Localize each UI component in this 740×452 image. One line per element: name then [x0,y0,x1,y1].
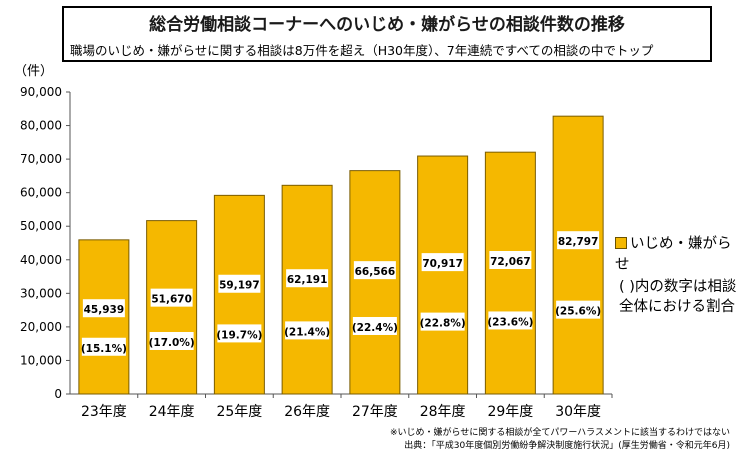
value-label: 70,917 [422,258,463,270]
bar [484,151,536,395]
bar [417,155,469,395]
share-label-box [81,337,126,356]
chart-subtitle: 職場のいじめ・嫌がらせに関する相談は8万件を超え（H30年度）、7年連続ですべて… [70,43,654,58]
value-label: 59,197 [219,280,260,292]
share-label-box [352,316,397,335]
share-label-box [217,324,262,343]
share-label: (22.8%) [420,318,466,330]
share-label: (22.4%) [352,322,398,334]
share-label: (19.7%) [216,329,262,341]
x-tick-label: 24年度 [149,404,195,420]
value-label-box [82,299,125,318]
value-label-box [489,250,532,269]
bar [349,170,401,395]
x-tick-label: 25年度 [216,404,262,420]
value-label-box [421,253,464,272]
y-tick-label: 50,000 [20,219,62,233]
chart-title: 総合労働相談コーナーへのいじめ・嫌がらせの相談件数の推移 [149,15,625,35]
x-tick-label: 28年度 [420,404,466,420]
value-label-box [286,269,329,288]
y-tick-label: 40,000 [20,253,62,267]
value-label-box [557,231,600,250]
y-tick-label: 0 [54,387,62,401]
value-label: 66,566 [355,266,396,278]
bar [281,184,333,395]
y-axis-unit: （件） [14,64,54,79]
y-tick-label: 60,000 [20,186,62,200]
share-label: (25.6%) [555,306,601,318]
y-tick-label: 70,000 [20,152,62,166]
footnote: ※いじめ・嫌がらせに関する相談が全てパワーハラスメントに該当するわけではない [389,428,730,438]
x-tick-label: 26年度 [284,404,330,420]
title-box: 総合労働相談コーナーへのいじめ・嫌がらせの相談件数の推移 職場のいじめ・嫌がらせ… [62,6,712,62]
value-label: 62,191 [287,274,328,286]
share-label-box [420,312,465,331]
value-label: 82,797 [558,236,599,248]
value-label-box [353,261,396,280]
bar [213,194,265,395]
legend: いじめ・嫌がらせ ( )内の数字は相談全体における割合 [615,232,739,317]
share-label-box [556,300,601,319]
value-label: 51,670 [151,294,192,306]
x-tick-label: 23年度 [81,404,127,420]
share-label-box [285,321,330,340]
share-label-box [149,331,194,350]
share-label: (21.4%) [284,326,330,338]
y-tick-label: 80,000 [20,119,62,133]
x-tick-label: 29年度 [487,404,533,420]
share-label: (17.0%) [149,337,195,349]
value-label-box [150,288,193,307]
x-tick-label: 30年度 [555,404,601,420]
share-label: (23.6%) [487,316,533,328]
y-tick-label: 30,000 [20,286,62,300]
share-label-box [488,311,533,330]
bar [146,220,198,395]
source-note: 出典：「平成30年度個別労働紛争解決制度施行状況」(厚生労働省・令和元年6月) [404,441,730,451]
share-label: (15.1%) [81,343,127,355]
y-tick-label: 10,000 [20,353,62,367]
value-label-box [218,274,261,293]
y-tick-label: 90,000 [20,85,62,99]
bar [552,115,604,395]
y-tick-label: 20,000 [20,320,62,334]
legend-note: ( )内の数字は相談全体における割合 [619,279,737,315]
legend-label: いじめ・嫌がらせ [615,236,732,273]
x-tick-label: 27年度 [352,404,398,420]
value-label: 45,939 [84,304,125,316]
value-label: 72,067 [490,256,531,268]
legend-swatch [615,236,627,249]
